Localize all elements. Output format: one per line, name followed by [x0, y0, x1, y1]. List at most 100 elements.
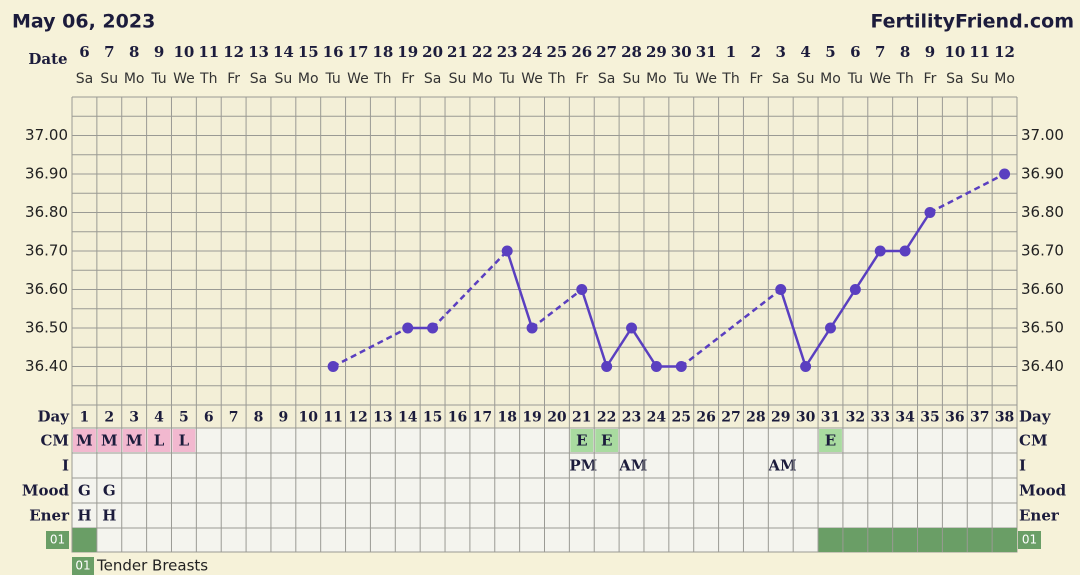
temp-point	[526, 322, 538, 334]
temp-point	[427, 322, 439, 334]
temp-segment	[506, 250, 534, 329]
temp-point	[601, 361, 613, 372]
day-value: 35	[920, 410, 939, 426]
temp-segment	[680, 288, 782, 368]
date-number: 12	[994, 43, 1015, 61]
weekday: We	[695, 71, 717, 87]
weekday: Mo	[472, 71, 493, 87]
day-value: 21	[572, 410, 591, 426]
day-value: 15	[423, 410, 442, 426]
symptom-cell	[892, 528, 918, 552]
day-value: 37	[970, 410, 989, 426]
weekday: Fr	[401, 71, 414, 87]
date-number: 17	[348, 43, 369, 61]
date-number: 19	[397, 43, 418, 61]
temp-point	[675, 361, 687, 372]
temp-segment	[531, 288, 583, 329]
row-label: Day	[38, 408, 71, 426]
day-value: 2	[104, 410, 114, 426]
cm-value: E	[576, 432, 587, 450]
day-value: 9	[279, 410, 289, 426]
cm-cell	[819, 429, 842, 452]
y-tick-label: 36.80	[25, 203, 68, 221]
symptom-label-box	[1018, 531, 1041, 549]
temp-point	[999, 168, 1011, 180]
date-number: 4	[800, 43, 810, 61]
day-value: 24	[647, 410, 667, 426]
weekday: Sa	[772, 71, 789, 87]
mood-value: G	[103, 482, 116, 500]
temp-point	[899, 245, 911, 257]
chart-date: May 06, 2023	[12, 11, 155, 33]
y-tick-label-right: 36.70	[1021, 242, 1064, 260]
date-number: 11	[198, 43, 219, 61]
day-value: 31	[821, 410, 840, 426]
symptom-cell	[917, 528, 943, 552]
date-number: 10	[173, 43, 194, 61]
row-label-right: CM	[1019, 432, 1048, 450]
date-number: 9	[154, 43, 164, 61]
y-tick-label-right: 36.50	[1021, 319, 1064, 337]
date-number: 26	[571, 43, 592, 61]
day-value: 18	[497, 410, 516, 426]
temp-segment	[804, 327, 832, 368]
day-value: 12	[348, 410, 367, 426]
y-tick-label: 37.00	[25, 126, 68, 144]
y-tick-label-right: 37.00	[1021, 126, 1064, 144]
day-value: 1	[80, 410, 90, 426]
weekday: Tu	[324, 71, 340, 87]
day-value: 23	[622, 410, 641, 426]
date-number: 7	[104, 43, 114, 61]
temp-segment	[829, 288, 857, 329]
date-number: 15	[298, 43, 319, 61]
date-number: 28	[621, 43, 642, 61]
date-number: 23	[497, 43, 518, 61]
day-value: 32	[846, 410, 865, 426]
weekday: Tu	[673, 71, 689, 87]
temp-point	[402, 322, 414, 334]
weekday: We	[173, 71, 195, 87]
temp-point	[849, 284, 861, 295]
day-value: 4	[154, 410, 164, 426]
date-label: Date	[28, 50, 67, 68]
symptom-cell	[992, 528, 1017, 552]
weekday: Mo	[820, 71, 841, 87]
temp-segment	[929, 172, 1006, 214]
temp-segment	[431, 250, 509, 329]
y-tick-label: 36.90	[25, 165, 68, 183]
date-number: 11	[969, 43, 990, 61]
mood-value: G	[78, 482, 91, 500]
temp-segment	[904, 211, 932, 252]
weekday: Fr	[749, 71, 762, 87]
weekday: Sa	[424, 71, 441, 87]
temp-segment	[332, 326, 409, 368]
weekday: Tu	[847, 71, 863, 87]
y-tick-label-right: 36.80	[1021, 203, 1064, 221]
cm-cell	[570, 429, 594, 452]
weekday: Su	[623, 71, 641, 87]
date-number: 21	[447, 43, 468, 61]
date-number: 9	[925, 43, 935, 61]
date-number: 27	[596, 43, 617, 61]
date-number: 5	[825, 43, 835, 61]
site-name[interactable]: FertilityFriend.com	[870, 11, 1074, 33]
day-value: 22	[597, 410, 616, 426]
temp-segment	[605, 327, 633, 368]
day-value: 36	[945, 410, 964, 426]
cm-cell	[172, 429, 196, 452]
cm-value: E	[601, 432, 612, 450]
symptom-cell	[942, 528, 968, 552]
date-number: 10	[944, 43, 965, 61]
weekday: Mo	[124, 71, 145, 87]
date-number: 16	[323, 43, 344, 61]
weekday: Mo	[298, 71, 319, 87]
cm-value: L	[154, 432, 165, 450]
date-number: 18	[372, 43, 393, 61]
day-value: 14	[398, 410, 418, 426]
date-number: 22	[472, 43, 493, 61]
y-tick-label: 36.50	[25, 319, 68, 337]
symptom-cell	[72, 528, 97, 552]
cm-cell	[147, 429, 171, 452]
y-tick-label-right: 36.60	[1021, 280, 1064, 298]
